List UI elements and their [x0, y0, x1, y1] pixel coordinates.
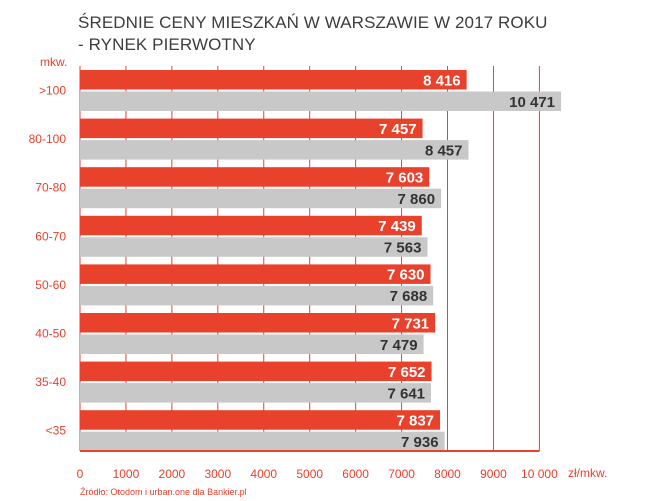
chart-title-line-2: - RYNEK PIERWOTNY	[78, 35, 256, 54]
category-label: 80-100	[29, 132, 67, 146]
bar-red	[80, 264, 431, 284]
category-label: 35-40	[35, 375, 66, 389]
bar-gray	[80, 188, 442, 209]
data-label-red: 7 457	[379, 121, 417, 138]
bar-red	[80, 410, 441, 430]
x-tick-label: 6000	[342, 467, 369, 481]
bar-gray	[80, 334, 424, 354]
bar-red	[80, 215, 422, 236]
category-label: >100	[39, 84, 66, 98]
bar-gray	[80, 91, 562, 111]
bar-red	[80, 313, 436, 333]
x-tick-label: 8000	[434, 467, 461, 481]
bar-red	[80, 70, 467, 90]
bar-gray	[80, 383, 432, 403]
x-tick-label: 0	[77, 467, 84, 481]
bar-gray	[80, 140, 469, 160]
category-label: 50-60	[35, 278, 66, 292]
bar-gray	[80, 237, 428, 257]
chart-title: ŚREDNIE CENY MIESZKAŃ W WARSZAWIE W 2017…	[78, 12, 598, 56]
y-axis-unit-label: mkw.	[40, 55, 68, 69]
source-note: Źródło: Otodom i urban.one dla Bankier.p…	[80, 487, 247, 497]
data-label-red: 7 837	[396, 412, 434, 429]
data-label-red: 7 603	[386, 169, 424, 186]
bar-red	[80, 167, 430, 187]
category-label: <35	[46, 424, 67, 438]
category-label: 60-70	[35, 229, 66, 243]
data-label-red: 7 652	[388, 364, 426, 381]
category-label: 70-80	[35, 181, 66, 195]
bar-gray	[80, 285, 434, 306]
data-label-gray: 7 563	[384, 240, 422, 257]
x-tick-label: 3000	[204, 467, 231, 481]
x-tick-label: 5000	[296, 467, 323, 481]
x-tick-label: 2000	[159, 467, 186, 481]
data-label-red: 8 416	[423, 72, 461, 89]
data-label-red: 7 439	[378, 218, 416, 235]
data-label-gray: 7 936	[401, 434, 439, 451]
x-tick-label: 1000	[113, 467, 140, 481]
x-axis-unit-label: zł/mkw.	[568, 466, 608, 480]
bar-red	[80, 118, 423, 139]
data-label-red: 7 630	[387, 267, 425, 284]
data-label-gray: 8 457	[425, 142, 463, 159]
x-tick-label: 7000	[388, 467, 415, 481]
data-label-red: 7 731	[392, 315, 430, 332]
data-label-gray: 7 860	[398, 191, 436, 208]
x-tick-label: 9000	[480, 467, 507, 481]
category-label: 40-50	[35, 327, 66, 341]
bar-gray	[80, 431, 445, 452]
x-tick-label: 4000	[250, 467, 277, 481]
bar-red	[80, 361, 432, 382]
data-label-gray: 7 688	[390, 288, 428, 305]
data-label-gray: 7 479	[380, 337, 418, 354]
x-tick-label: 10 000	[521, 467, 558, 481]
chart-title-line-1: ŚREDNIE CENY MIESZKAŃ W WARSZAWIE W 2017…	[78, 13, 548, 32]
data-label-gray: 7 641	[387, 385, 425, 402]
data-label-gray: 10 471	[509, 94, 555, 111]
